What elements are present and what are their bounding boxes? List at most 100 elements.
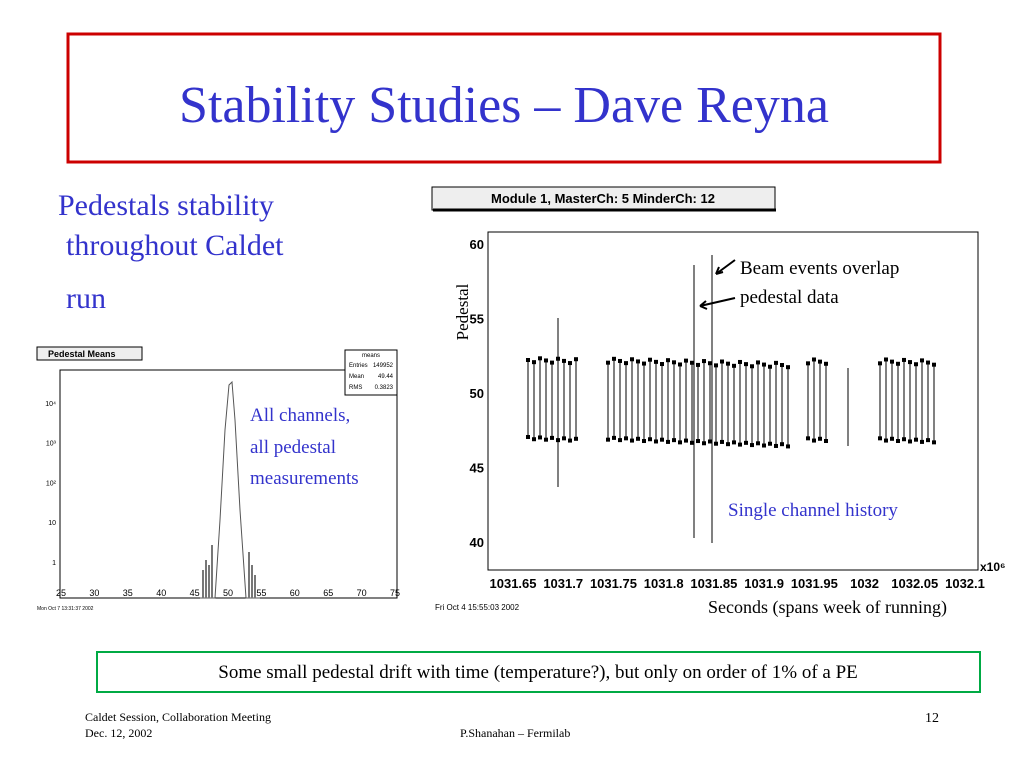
y-tick-label: 10²: [46, 480, 57, 487]
marker: [738, 442, 742, 447]
marker: [750, 364, 754, 369]
marker: [672, 438, 676, 443]
marker: [568, 438, 572, 443]
marker: [690, 360, 694, 365]
footer: Caldet Session, Collaboration Meeting De…: [85, 710, 939, 740]
note-line: All channels,: [250, 405, 350, 426]
left-note: All channels, all pedestal measurements: [250, 405, 359, 489]
stats-key: Mean: [349, 374, 364, 380]
marker: [702, 359, 706, 364]
x-tick-label: 70: [357, 588, 367, 598]
footer-text: P.Shanahan – Fermilab: [460, 726, 570, 740]
marker: [926, 360, 930, 365]
marker: [630, 357, 634, 362]
y-tick-label: 50: [470, 386, 484, 401]
marker: [884, 438, 888, 443]
marker: [642, 439, 646, 444]
marker: [526, 435, 530, 439]
marker: [666, 358, 670, 363]
x-tick-label: 45: [190, 588, 200, 598]
marker: [612, 435, 616, 440]
marker: [920, 358, 924, 363]
marker: [654, 439, 658, 444]
marker: [532, 437, 536, 442]
histogram: [200, 380, 260, 599]
bullet-line: run: [66, 282, 106, 315]
marker: [786, 444, 790, 449]
marker: [914, 362, 918, 367]
marker: [744, 440, 748, 445]
x-scale: x10⁶: [980, 560, 1006, 574]
marker: [806, 361, 810, 366]
marker: [824, 361, 828, 366]
marker: [744, 362, 748, 367]
marker: [708, 439, 712, 444]
plot-title: Module 1, MasterCh: 5 MinderCh: 12: [491, 191, 715, 206]
marker: [624, 361, 628, 366]
x-tick-label: 50: [223, 588, 233, 598]
right-plot: Module 1, MasterCh: 5 MinderCh: 12 Pedes…: [431, 186, 1006, 618]
note-line: all pedestal: [250, 437, 336, 458]
marker: [824, 439, 828, 444]
summary: Some small pedestal drift with time (tem…: [218, 662, 858, 683]
marker: [774, 360, 778, 365]
marker: [812, 438, 816, 443]
marker: [672, 360, 676, 365]
marker: [678, 440, 682, 445]
marker: [902, 437, 906, 442]
marker: [630, 438, 634, 443]
marker: [574, 436, 578, 441]
stats-box: [344, 349, 398, 396]
marker: [684, 438, 688, 443]
marker: [926, 438, 930, 443]
marker: [720, 439, 724, 444]
marker: [696, 439, 700, 444]
marker: [720, 359, 724, 364]
marker: [908, 360, 912, 365]
marker: [726, 361, 730, 366]
marker: [550, 360, 554, 365]
plot-title-box: [36, 346, 143, 361]
marker: [756, 360, 760, 365]
marker: [618, 358, 622, 363]
marker: [702, 441, 706, 446]
x-tick-label: 1032: [850, 576, 879, 591]
note: Single channel history: [728, 500, 898, 521]
stats-value: 0.3823: [375, 385, 394, 391]
marker: [818, 359, 822, 364]
marker: [750, 443, 754, 448]
x-tick-label: 75: [390, 588, 400, 598]
y-tick-label: 55: [470, 312, 484, 327]
marker: [806, 436, 810, 441]
marker: [532, 360, 536, 365]
x-tick-label: 30: [89, 588, 99, 598]
marker: [660, 362, 664, 367]
x-tick-label: 1031.85: [690, 576, 737, 591]
x-tick-label: 1031.9: [744, 576, 784, 591]
y-tick-label: 40: [470, 535, 484, 550]
marker: [538, 356, 542, 361]
plot-frame: [487, 231, 979, 571]
marker: [890, 359, 894, 364]
x-tick-label: 60: [290, 588, 300, 598]
y-tick-label: 10⁴: [45, 401, 56, 408]
marker: [756, 441, 760, 446]
marker: [606, 437, 610, 442]
marker: [636, 359, 640, 364]
marker: [538, 435, 542, 440]
marker: [908, 439, 912, 444]
x-tick-label: 1031.95: [791, 576, 838, 591]
marker: [732, 440, 736, 445]
marker: [618, 438, 622, 443]
marker: [780, 442, 784, 447]
marker: [732, 363, 736, 368]
marker: [780, 363, 784, 368]
marker: [648, 357, 652, 362]
footer-text: Caldet Session, Collaboration Meeting: [85, 710, 271, 724]
marker: [896, 361, 900, 366]
marker: [690, 440, 694, 445]
timestamp: Mon Oct 7 13:31:37 2002: [37, 606, 94, 612]
marker: [550, 435, 554, 440]
x-tick-label: 1031.65: [490, 576, 537, 591]
